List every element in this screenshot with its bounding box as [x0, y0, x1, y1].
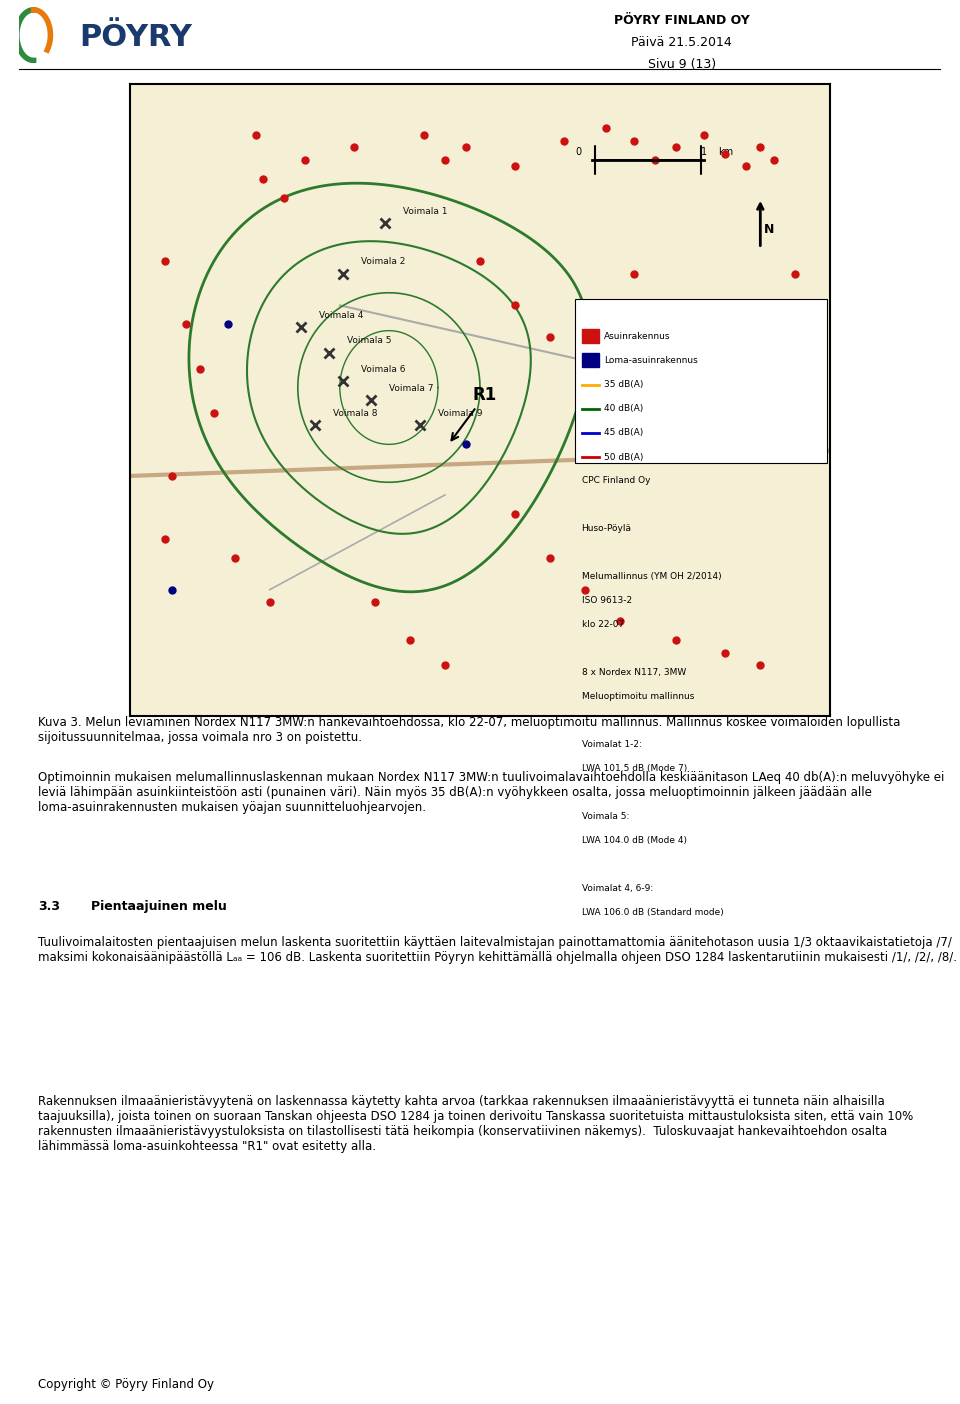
- Text: Voimala 1: Voimala 1: [403, 206, 447, 216]
- Text: Voimala 5:: Voimala 5:: [582, 812, 629, 821]
- Text: Copyright © Pöyry Finland Oy: Copyright © Pöyry Finland Oy: [38, 1377, 214, 1391]
- Text: 35 dB(A): 35 dB(A): [604, 380, 643, 389]
- Bar: [582, 354, 599, 368]
- Text: 50 dB(A): 50 dB(A): [604, 452, 643, 462]
- Bar: [582, 330, 599, 343]
- Text: N: N: [764, 223, 774, 236]
- Text: Rakennuksen ilmaaänieristävyytenä on laskennassa käytetty kahta arvoa (tarkkaa r: Rakennuksen ilmaaänieristävyytenä on las…: [38, 1095, 914, 1153]
- Text: Voimalat 1-2:: Voimalat 1-2:: [582, 740, 641, 750]
- Text: Kuva 3. Melun leviäminen Nordex N117 3MW:n hankevaihtoehdossa, klo 22-07, meluop: Kuva 3. Melun leviäminen Nordex N117 3MW…: [38, 716, 900, 744]
- Text: 1: 1: [701, 147, 708, 157]
- Text: 40 dB(A): 40 dB(A): [604, 404, 643, 414]
- Text: Loma-asuinrakennus: Loma-asuinrakennus: [604, 357, 698, 365]
- Text: 8 x Nordex N117, 3MW: 8 x Nordex N117, 3MW: [582, 668, 685, 677]
- Text: ISO 9613-2: ISO 9613-2: [582, 595, 632, 605]
- Text: Voimala 9: Voimala 9: [438, 409, 483, 418]
- Text: PÖYRY: PÖYRY: [80, 24, 192, 52]
- Text: Asuinrakennus: Asuinrakennus: [604, 333, 670, 341]
- Text: 0: 0: [575, 147, 581, 157]
- Text: PÖYRY FINLAND OY: PÖYRY FINLAND OY: [613, 14, 750, 27]
- Text: Melumallinnus (YM OH 2/2014): Melumallinnus (YM OH 2/2014): [582, 571, 721, 581]
- Text: Voimala 5: Voimala 5: [347, 337, 392, 345]
- Text: LWA 104.0 dB (Mode 4): LWA 104.0 dB (Mode 4): [582, 835, 686, 845]
- Text: 45 dB(A): 45 dB(A): [604, 428, 643, 438]
- Bar: [575, 299, 827, 463]
- Text: R1: R1: [451, 386, 497, 441]
- Text: Päivä 21.5.2014: Päivä 21.5.2014: [632, 37, 732, 49]
- Text: Optimoinnin mukaisen melumallinnuslaskennan mukaan Nordex N117 3MW:n tuulivoimal: Optimoinnin mukaisen melumallinnuslasken…: [38, 771, 945, 814]
- Text: Voimalat 4, 6-9:: Voimalat 4, 6-9:: [582, 885, 653, 893]
- Text: Voimala 4: Voimala 4: [319, 312, 363, 320]
- Text: Huso-Pöylä: Huso-Pöylä: [582, 524, 632, 534]
- Text: Tuulivoimalaitosten pientaajuisen melun laskenta suoritettiin käyttäen laitevalm: Tuulivoimalaitosten pientaajuisen melun …: [38, 936, 957, 965]
- Text: Sivu 9 (13): Sivu 9 (13): [648, 58, 715, 72]
- Text: Meluoptimoitu mallinnus: Meluoptimoitu mallinnus: [582, 692, 694, 701]
- Text: Voimala 2: Voimala 2: [361, 257, 405, 267]
- Text: LWA 106.0 dB (Standard mode): LWA 106.0 dB (Standard mode): [582, 908, 724, 917]
- Text: CPC Finland Oy: CPC Finland Oy: [582, 476, 650, 484]
- Text: 3.3: 3.3: [38, 900, 60, 913]
- Text: Voimala 8: Voimala 8: [333, 409, 377, 418]
- Text: klo 22-07: klo 22-07: [582, 621, 624, 629]
- Text: LWA 101.5 dB (Mode 7): LWA 101.5 dB (Mode 7): [582, 764, 686, 774]
- Text: Voimala 7: Voimala 7: [389, 383, 433, 393]
- Text: Voimala 6: Voimala 6: [361, 365, 405, 373]
- Text: Pientaajuinen melu: Pientaajuinen melu: [91, 900, 228, 913]
- Text: km: km: [718, 147, 733, 157]
